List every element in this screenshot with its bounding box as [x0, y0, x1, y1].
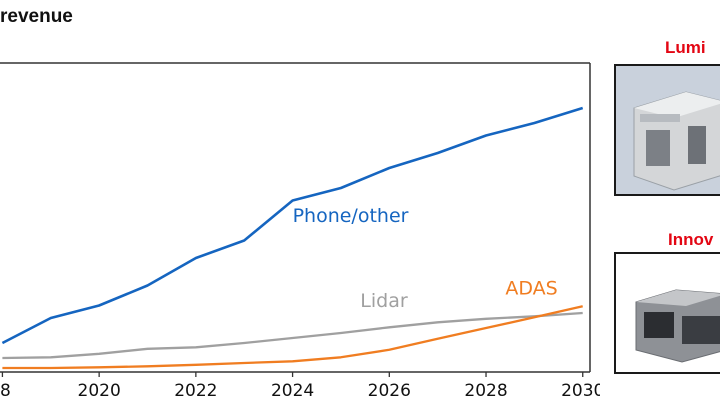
lidar-unit-photo-icon	[616, 66, 720, 194]
lidar-device-photo-icon	[635, 289, 720, 363]
x-tick-label: 2028	[464, 381, 507, 401]
x-tick-label: 2026	[368, 381, 411, 401]
thumbnail-caption-innov: Innov	[668, 230, 714, 249]
line-chart: 8 2020 2022 2024 2026 2028 2030 Phone/other Lid…	[0, 62, 600, 401]
lidar-device-photo	[614, 252, 720, 374]
x-tick-label: 2020	[78, 381, 121, 401]
series-lines	[1, 106, 584, 370]
x-tick-label: 2024	[271, 381, 314, 401]
chart-title: revenue	[0, 6, 73, 27]
series-labels: Phone/other Lidar ADAS	[293, 205, 558, 312]
lidar-unit-photo	[614, 64, 720, 196]
series-label-phone-other: Phone/other	[293, 205, 409, 227]
x-tick-label: 2022	[174, 381, 217, 401]
series-label-adas: ADAS	[505, 277, 557, 299]
series-line-adas	[2, 305, 583, 370]
series-label-lidar: Lidar	[360, 290, 408, 312]
x-axis-ticks: 8 2020 2022 2024 2026 2028 2030	[0, 372, 600, 401]
series-line-phone-other	[1, 106, 584, 345]
x-tick-label: 8	[0, 381, 11, 401]
series-line-lidar	[2, 311, 583, 360]
thumbnail-caption-lumi: Lumi	[665, 38, 706, 57]
x-tick-label: 2030	[561, 381, 600, 401]
